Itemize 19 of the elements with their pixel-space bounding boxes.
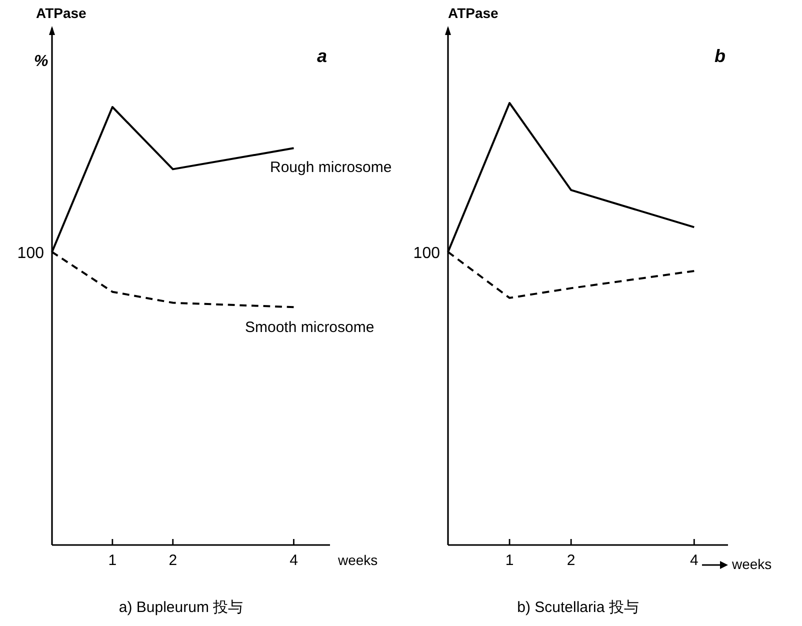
x-axis-title: weeks <box>731 556 772 572</box>
x-tick-label: 2 <box>168 552 178 569</box>
x-tick-label: 4 <box>690 552 698 569</box>
series-label: Rough microsome <box>270 159 392 176</box>
y-axis-title: ATPase <box>448 5 499 21</box>
x-tick-label: 1 <box>108 552 117 569</box>
y-axis-title: ATPase <box>36 5 87 21</box>
x-tick-label: 2 <box>566 552 576 569</box>
text: 100 <box>17 245 44 262</box>
text: 100 <box>413 245 440 262</box>
x-axis-title: weeks <box>337 552 378 568</box>
text: a) Bupleurum 投与 <box>118 599 244 616</box>
text: b) Scutellaria 投与 <box>517 599 639 616</box>
chart-title: b <box>714 46 726 66</box>
x-tick-label: 1 <box>505 552 514 569</box>
x-tick-label: 4 <box>290 552 298 569</box>
chart-title: a <box>316 46 328 66</box>
text: % <box>34 53 48 70</box>
series-label: Smooth microsome <box>245 319 374 336</box>
